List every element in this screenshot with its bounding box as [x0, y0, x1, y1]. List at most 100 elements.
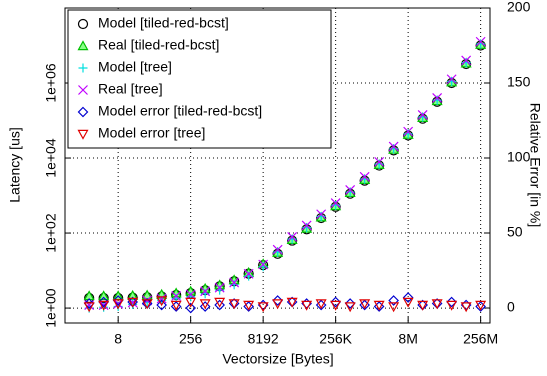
marker	[229, 277, 240, 288]
marker	[286, 297, 298, 308]
marker	[156, 293, 167, 304]
legend-box	[67, 9, 332, 149]
x-tick-label: 256K	[319, 331, 352, 347]
marker	[200, 286, 211, 297]
marker	[112, 299, 124, 310]
marker	[214, 297, 226, 308]
marker	[417, 110, 428, 120]
marker	[402, 297, 414, 308]
marker	[113, 298, 124, 309]
marker	[272, 244, 283, 255]
marker	[112, 295, 124, 306]
marker	[345, 185, 356, 195]
marker	[214, 299, 226, 311]
marker	[272, 295, 283, 306]
marker	[214, 282, 225, 293]
marker	[359, 171, 370, 182]
legend-marker	[77, 18, 89, 30]
legend-label: Real [tree]	[98, 81, 163, 97]
marker	[170, 300, 182, 311]
marker	[373, 300, 385, 311]
marker	[199, 301, 211, 312]
marker	[141, 299, 153, 310]
marker	[83, 298, 95, 309]
legend-label: Real [tiled-red-bcst]	[98, 37, 219, 53]
marker	[243, 268, 254, 279]
marker	[257, 302, 269, 313]
legend-marker	[77, 40, 89, 51]
marker	[258, 259, 269, 270]
marker	[98, 296, 110, 308]
marker	[475, 300, 487, 311]
legend-label: Model error [tree]	[98, 125, 205, 141]
x-axis-title: Vectorsize [Bytes]	[222, 351, 333, 367]
marker	[243, 300, 255, 311]
marker	[272, 299, 284, 310]
marker	[446, 74, 457, 85]
marker	[228, 299, 240, 310]
marker	[199, 299, 211, 310]
marker	[127, 297, 139, 308]
legend-label: Model error [tiled-red-bcst]	[98, 103, 262, 119]
legend-label: Model [tree]	[98, 59, 172, 75]
marker	[185, 302, 197, 314]
y2-tick-label: 0	[507, 299, 515, 315]
x-tick-label: 8M	[398, 331, 417, 347]
marker	[403, 126, 414, 137]
y-tick-label: 1e+04	[43, 138, 59, 178]
marker	[475, 36, 486, 47]
marker	[417, 300, 429, 311]
legend-marker	[78, 63, 88, 73]
marker	[388, 141, 399, 152]
marker	[344, 302, 356, 313]
marker	[374, 156, 385, 167]
marker	[315, 299, 327, 310]
marker	[461, 55, 472, 66]
legend-marker	[77, 106, 89, 118]
y-tick-label: 1e+00	[43, 288, 59, 328]
x-tick-label: 8192	[248, 331, 279, 347]
y2-tick-label: 150	[507, 74, 531, 90]
y2-tick-label: 50	[507, 224, 523, 240]
marker	[344, 298, 356, 309]
y-axis-title: Latency [us]	[7, 127, 23, 203]
marker	[460, 302, 472, 313]
y2-axis-title: Relative Error [in %]	[527, 103, 543, 227]
marker	[316, 209, 327, 220]
x-tick-label: 256M	[463, 331, 498, 347]
marker	[127, 289, 139, 300]
marker	[287, 231, 298, 242]
marker	[402, 292, 414, 303]
plot-frame	[64, 7, 491, 324]
marker	[431, 299, 443, 310]
y2-tick-label: 100	[507, 149, 531, 165]
marker	[388, 302, 400, 313]
marker	[98, 300, 110, 311]
x-tick-label: 8	[114, 331, 122, 347]
marker	[330, 296, 341, 308]
marker	[446, 300, 458, 311]
marker	[359, 299, 371, 310]
marker	[258, 262, 268, 272]
marker	[446, 296, 457, 308]
marker	[156, 299, 168, 311]
marker	[156, 296, 168, 307]
marker	[83, 302, 95, 313]
x-tick-label: 256	[179, 331, 203, 347]
marker	[330, 198, 341, 208]
y-tick-label: 1e+02	[43, 213, 59, 253]
marker	[98, 290, 110, 301]
y-tick-label: 1e+06	[43, 63, 59, 103]
marker	[301, 300, 313, 311]
legend-marker	[77, 129, 89, 140]
marker	[127, 297, 138, 308]
marker	[388, 295, 399, 306]
y2-tick-label: 200	[507, 0, 531, 15]
marker	[432, 93, 443, 103]
marker	[330, 300, 342, 311]
marker	[185, 297, 197, 308]
marker	[171, 291, 182, 301]
marker	[98, 300, 109, 311]
marker	[301, 220, 312, 231]
